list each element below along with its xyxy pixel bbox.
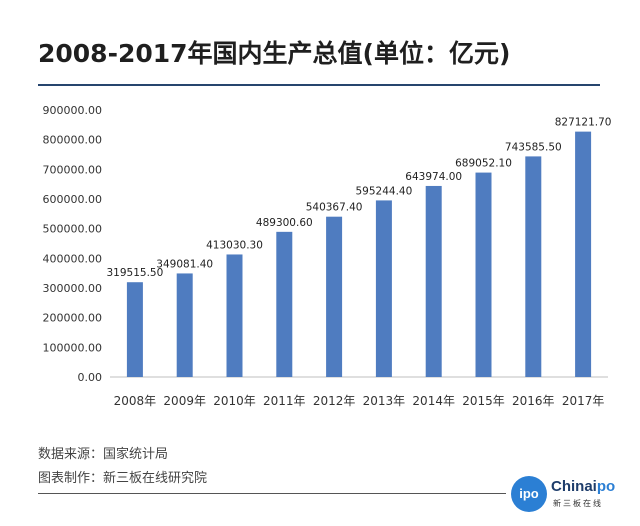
bar: [375, 200, 392, 377]
data-label: 489300.60: [256, 217, 313, 229]
bar: [126, 282, 143, 377]
logo-brand-prefix: Chinai: [551, 478, 597, 495]
x-tick-label: 2015年: [462, 394, 505, 408]
title-divider: [38, 84, 600, 86]
bar: [176, 273, 193, 377]
x-tick-label: 2014年: [412, 394, 455, 408]
logo-subtitle: 新三板在线: [553, 499, 603, 508]
y-tick-label: 500000.00: [43, 223, 103, 236]
data-label: 319515.50: [107, 267, 164, 279]
y-tick-label: 900000.00: [43, 104, 103, 117]
x-tick-label: 2013年: [363, 394, 406, 408]
x-tick-label: 2011年: [263, 394, 306, 408]
bar: [525, 156, 542, 377]
chart-title: 2008-2017年国内生产总值(单位：亿元): [38, 39, 511, 68]
y-tick-label: 600000.00: [43, 193, 103, 206]
bar: [226, 254, 243, 377]
y-tick-label: 400000.00: [43, 252, 103, 265]
y-tick-label: 200000.00: [43, 312, 103, 325]
y-tick-label: 300000.00: [43, 282, 103, 295]
bar: [326, 216, 343, 377]
y-tick-label: 100000.00: [43, 341, 103, 354]
data-label: 643974.00: [405, 171, 462, 183]
x-tick-label: 2009年: [163, 394, 206, 408]
source-note: 数据来源：国家统计局: [38, 447, 169, 462]
logo-circle-icon: ipo: [511, 476, 547, 512]
data-label: 349081.40: [156, 258, 213, 270]
logo-circle-text: ipo: [519, 486, 539, 501]
chinaipo-logo: ipo Chinaipo 新三板在线: [507, 474, 617, 514]
x-tick-label: 2016年: [512, 394, 555, 408]
x-tick-label: 2010年: [213, 394, 256, 408]
logo-brand-suffix: po: [596, 478, 616, 495]
x-tick-label: 2012年: [313, 394, 356, 408]
data-label: 595244.40: [356, 185, 413, 197]
data-label: 827121.70: [555, 117, 612, 129]
data-label: 743585.50: [505, 141, 562, 153]
data-label: 689052.10: [455, 158, 512, 170]
bar: [575, 131, 592, 377]
y-tick-label: 700000.00: [43, 163, 103, 176]
data-label: 413030.30: [206, 239, 263, 251]
y-tick-label: 0.00: [78, 371, 103, 384]
bar: [276, 231, 293, 377]
y-tick-label: 800000.00: [43, 134, 103, 147]
data-label: 540367.40: [306, 202, 363, 214]
x-tick-label: 2008年: [114, 394, 157, 408]
bar: [425, 185, 442, 377]
logo-brand: Chinaipo: [551, 478, 615, 495]
x-tick-label: 2017年: [562, 394, 605, 408]
bar: [475, 172, 492, 377]
credit-note: 图表制作：新三板在线研究院: [38, 471, 208, 486]
footer-divider: [38, 493, 506, 494]
